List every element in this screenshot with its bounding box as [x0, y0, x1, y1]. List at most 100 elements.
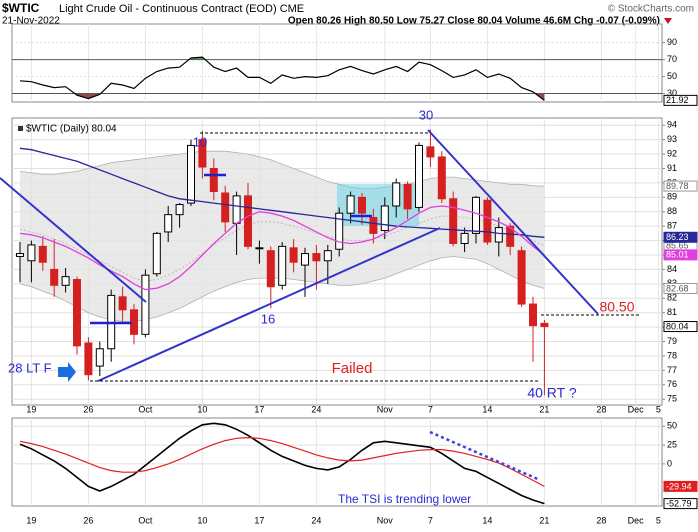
y-tick-label: 90	[667, 37, 677, 47]
candle-body	[392, 182, 401, 207]
y-tick-label: 91	[667, 163, 677, 173]
y-tick-label: 70	[667, 54, 677, 64]
back-layer	[12, 24, 662, 506]
value-box	[663, 321, 698, 333]
x-tick-label: 28	[596, 404, 606, 414]
candle-body	[175, 204, 184, 216]
candle-body	[221, 192, 230, 223]
x-tick-label: 14	[482, 404, 492, 414]
trend-line	[97, 227, 441, 382]
candle-body	[301, 253, 309, 266]
annotation: 10	[193, 134, 207, 149]
candle-body	[164, 214, 173, 233]
candle-body	[198, 139, 207, 168]
candle-body	[358, 196, 366, 214]
legend-swatch	[18, 126, 23, 131]
value-label: 86.23	[666, 232, 689, 242]
x-tick-label: 5	[656, 404, 661, 414]
arrow	[58, 362, 76, 382]
value-box	[663, 480, 698, 492]
date: 21-Nov-2022	[2, 16, 60, 27]
x-tick-label: Oct	[138, 515, 153, 525]
candle-body	[73, 279, 81, 347]
annotation: 30	[419, 107, 433, 122]
drawings: $WTIC (Daily) 80.04	[0, 124, 640, 482]
y-tick-label: 77	[667, 365, 677, 375]
y-tick-label: 30	[667, 88, 677, 98]
y-tick-label: 78	[667, 350, 677, 360]
candle-body	[141, 274, 150, 335]
x-tick-label: 24	[311, 515, 321, 525]
x-tick-label: Dec	[628, 404, 645, 414]
change-icon	[664, 18, 672, 24]
candle-body	[403, 183, 412, 210]
value-label: -52.79	[666, 498, 692, 508]
value-label: 85.65	[666, 241, 689, 251]
annotation: 80.50	[599, 299, 634, 315]
x-tick-label: Nov	[377, 404, 394, 414]
x-tick-label: 10	[197, 515, 207, 525]
x-tick-label: 14	[482, 515, 492, 525]
trend-line	[427, 129, 599, 315]
x-tick-label: Oct	[138, 404, 153, 414]
annotation: Failed	[332, 360, 373, 377]
x-tick-label: 7	[428, 404, 433, 414]
x-tick-label: 7	[428, 515, 433, 525]
y-tick-label: 50	[667, 71, 677, 81]
candle-body	[437, 156, 446, 200]
candle-body	[426, 146, 435, 158]
trend-line	[429, 430, 541, 482]
candle-body	[244, 195, 252, 247]
value-box	[663, 180, 698, 192]
candle-body	[415, 144, 423, 208]
value-label: -29.94	[666, 481, 692, 491]
candle-body	[312, 253, 321, 262]
y-tick-label: 92	[667, 148, 677, 158]
candle-body	[209, 167, 218, 193]
y-tick-label: 25	[667, 439, 677, 449]
x-tick-label: 17	[254, 404, 264, 414]
x-tick-label: 26	[83, 515, 93, 525]
value-label: 85.01	[666, 250, 689, 260]
candle-body	[187, 144, 195, 204]
candle-body	[494, 227, 503, 243]
candle-body	[84, 342, 93, 376]
annotation: 28 LT F	[8, 360, 52, 375]
candle-body	[540, 322, 549, 328]
y-tick-label: 93	[667, 134, 677, 144]
value-label: 82.68	[666, 283, 689, 293]
y-tick-label: 50	[667, 421, 677, 431]
candle-body	[118, 296, 127, 311]
rsi-panel	[11, 23, 663, 103]
x-tick-label: 21	[539, 515, 549, 525]
candle-body	[529, 303, 537, 327]
candle-body	[517, 250, 526, 305]
candle-body	[346, 195, 355, 214]
candle-body	[232, 195, 241, 224]
x-tick-label: 19	[26, 404, 36, 414]
value-box	[663, 498, 698, 510]
panels	[11, 23, 663, 507]
symbol: $WTIC	[2, 1, 40, 15]
value-box	[663, 231, 698, 243]
y-tick-label: 84	[667, 264, 677, 274]
value-box	[663, 249, 698, 261]
moving-average	[19, 147, 545, 238]
y-tick-label: 79	[667, 336, 677, 346]
candle-body	[449, 198, 458, 244]
legend-label: $WTIC (Daily) 80.04	[26, 124, 117, 135]
candle-body	[50, 268, 59, 286]
x-tick-label: 24	[311, 404, 321, 414]
candle-body	[289, 247, 298, 263]
main-layer: 19192626OctOct101017172424NovNov77141421…	[8, 37, 698, 525]
candle-body	[255, 247, 264, 250]
y-tick-label: 75	[667, 394, 677, 404]
indicator-line	[19, 422, 545, 505]
x-tick-label: Nov	[377, 515, 394, 525]
candle-body	[335, 212, 344, 250]
candle-body	[472, 196, 480, 234]
y-tick-label: 82	[667, 293, 677, 303]
candle-body	[323, 250, 332, 262]
candle-body	[152, 232, 161, 275]
